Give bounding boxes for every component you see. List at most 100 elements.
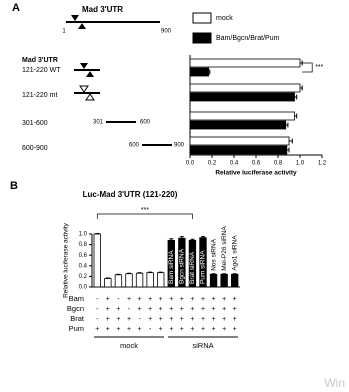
row-label: Brat xyxy=(70,314,85,323)
site xyxy=(78,23,86,29)
x-axis-label: Relative luciferase activity xyxy=(215,170,297,177)
bar xyxy=(93,233,101,288)
cell: + xyxy=(180,326,184,333)
cell: + xyxy=(116,326,120,333)
cell: + xyxy=(233,306,237,313)
cell: + xyxy=(190,316,194,323)
cell: + xyxy=(222,306,226,313)
legend-swatch xyxy=(192,32,212,44)
bracket xyxy=(96,213,193,219)
bar-label: Bam siRNA xyxy=(168,250,175,284)
cell: + xyxy=(201,306,205,313)
y-tick-label: 0.4 xyxy=(79,263,88,269)
bar xyxy=(157,272,165,288)
cell: + xyxy=(233,316,237,323)
cell: + xyxy=(201,326,205,333)
cell: + xyxy=(169,316,173,323)
row-label: Bgcn xyxy=(67,304,84,313)
fragment-start: 600 xyxy=(129,143,140,149)
x-tick-label: 0.6 xyxy=(252,161,261,167)
legend-label: Bam/Bgcn/Brat/Pum xyxy=(216,35,280,42)
cell: + xyxy=(106,306,110,313)
cell: + xyxy=(212,316,216,323)
bar xyxy=(146,272,154,288)
cell: + xyxy=(148,296,152,303)
cell: + xyxy=(148,316,152,323)
cell: + xyxy=(106,326,110,333)
cell: + xyxy=(159,326,163,333)
chart-title: Luc-Mad 3'UTR (121-220) xyxy=(83,190,178,199)
y-tick-label: 1.0 xyxy=(79,232,88,238)
cell: - xyxy=(128,306,131,313)
category-label: 121-220 WT xyxy=(22,67,61,74)
cell: + xyxy=(233,326,237,333)
cell: + xyxy=(106,316,110,323)
x-tick-label: 1.2 xyxy=(318,161,327,167)
x-tick-label: 0.2 xyxy=(208,161,217,167)
significance: *** xyxy=(315,64,323,71)
bar xyxy=(231,273,239,288)
panel-label: A xyxy=(12,2,20,14)
bar xyxy=(189,58,301,68)
cell: + xyxy=(169,326,173,333)
diagram-header: Mad 3'UTR xyxy=(22,57,58,64)
bar xyxy=(189,111,295,121)
start-label: 1 xyxy=(62,29,66,35)
cell: + xyxy=(201,316,205,323)
cell: + xyxy=(222,326,226,333)
cell: + xyxy=(201,296,205,303)
category-label: 600-900 xyxy=(22,145,48,152)
cell: - xyxy=(117,296,120,303)
panel-label: B xyxy=(10,180,18,192)
y-tick-label: 0.8 xyxy=(79,242,88,248)
cell: + xyxy=(159,306,163,313)
cell: - xyxy=(96,316,99,323)
cell: + xyxy=(222,316,226,323)
cell: + xyxy=(190,296,194,303)
diagram-title: Mad 3'UTR xyxy=(82,5,123,14)
fragment-end: 600 xyxy=(140,120,151,126)
cell: + xyxy=(116,316,120,323)
category-label: 301-600 xyxy=(22,120,48,127)
cell: + xyxy=(212,306,216,313)
cell: + xyxy=(222,296,226,303)
cell: + xyxy=(190,306,194,313)
cell: + xyxy=(180,306,184,313)
cell: + xyxy=(116,306,120,313)
cell: + xyxy=(159,296,163,303)
category-label: 121-220 mt xyxy=(22,92,57,99)
cell: + xyxy=(138,296,142,303)
cell: + xyxy=(127,326,131,333)
cell: + xyxy=(127,296,131,303)
cell: - xyxy=(149,326,152,333)
y-tick-label: 0.0 xyxy=(79,285,88,291)
group-label: mock xyxy=(120,341,138,350)
bar xyxy=(189,136,290,146)
cell: + xyxy=(106,296,110,303)
y-tick-label: 0.2 xyxy=(79,274,88,280)
bar xyxy=(209,273,218,288)
fragment-start: 301 xyxy=(93,120,104,126)
cell: + xyxy=(95,326,99,333)
bracket xyxy=(302,62,313,73)
bar xyxy=(189,92,295,102)
watermark: Win xyxy=(324,376,345,390)
x-tick-label: 0.4 xyxy=(230,161,239,167)
legend-label: mock xyxy=(216,15,233,22)
x-tick-label: 1.0 xyxy=(296,161,305,167)
y-axis-label: Relative luciferase activity xyxy=(63,222,70,298)
cell: + xyxy=(127,316,131,323)
bar xyxy=(189,83,301,93)
cell: - xyxy=(138,316,141,323)
bar xyxy=(104,278,112,288)
bar-label: Bgcn siRNA xyxy=(179,248,186,284)
bar-label: Brat siRNA xyxy=(189,251,196,284)
bar xyxy=(220,273,228,288)
cell: + xyxy=(233,296,237,303)
cell: + xyxy=(190,326,194,333)
bar-label: Mei-P26 siRNA xyxy=(221,226,228,271)
cell: - xyxy=(96,296,99,303)
bar xyxy=(189,145,288,155)
significance: *** xyxy=(141,207,149,214)
